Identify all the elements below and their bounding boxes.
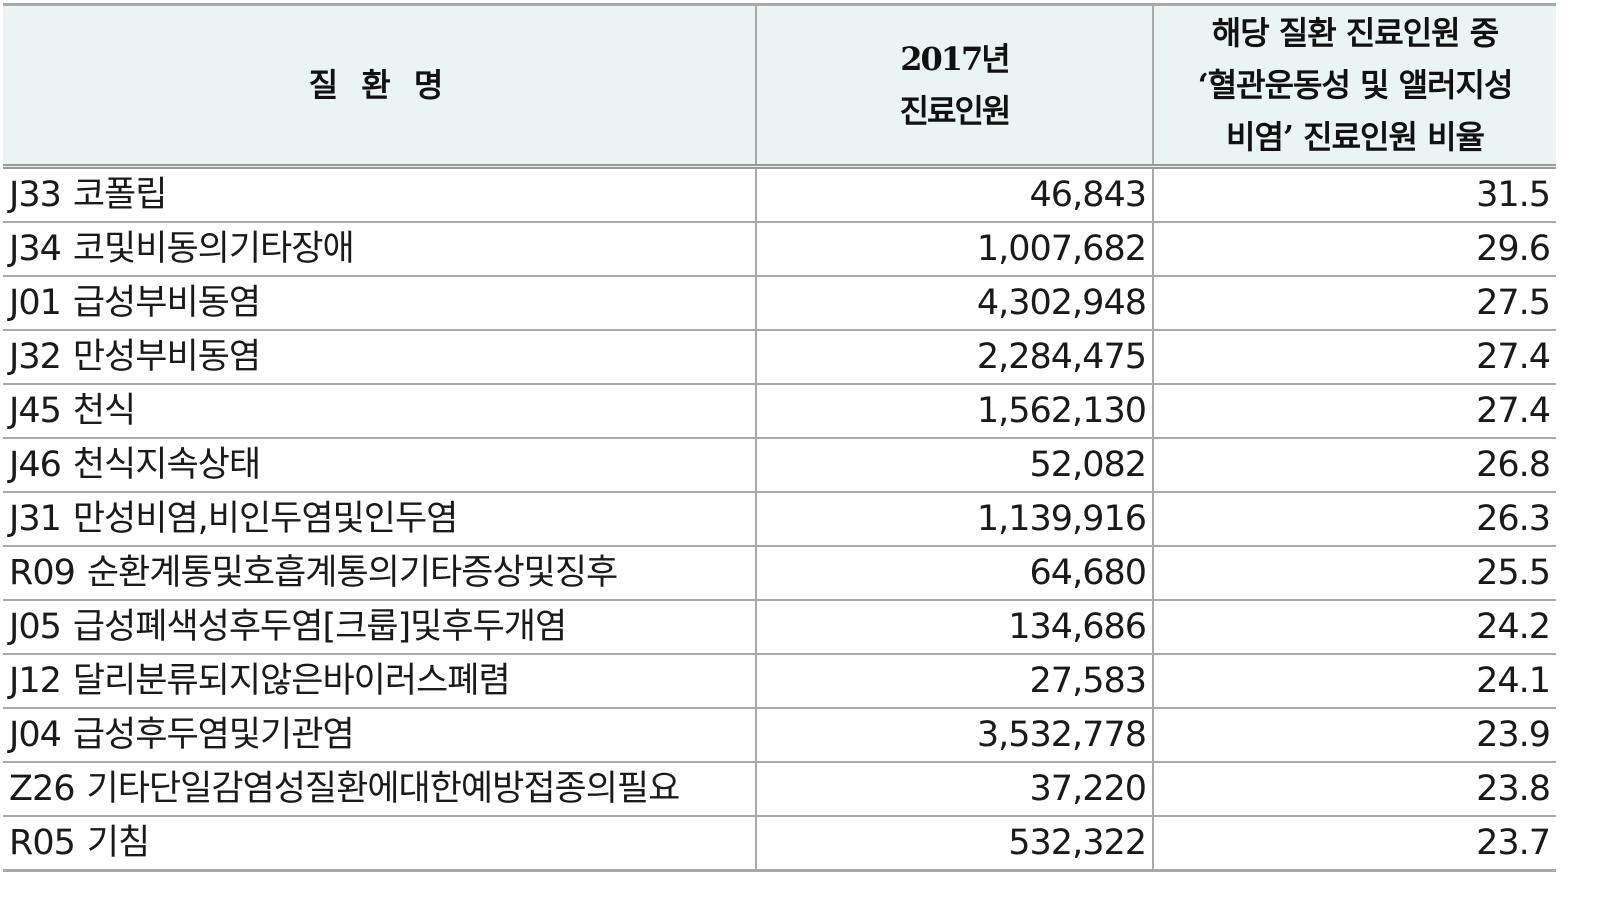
cell-disease: J01 급성부비동염: [3, 276, 756, 331]
disease-name: 급성폐색성후두염[크룹]및후두개염: [72, 607, 567, 647]
disease-code: J04: [9, 715, 62, 755]
disease-code: R05: [9, 823, 76, 863]
cell-ratio: 26.3: [1152, 492, 1556, 547]
table-row: J32 만성부비동염 2,284,475 27.4: [3, 330, 1556, 385]
table-row: R05 기침 532,322 23.7: [3, 816, 1556, 872]
disease-name: 천식: [72, 391, 136, 431]
disease-code: J45: [9, 391, 62, 431]
header-rhinitis-ratio: 해당 질환 진료인원 중 ‘혈관운동성 및 앨러지성 비염’ 진료인원 비율: [1152, 3, 1556, 169]
table-row: J31 만성비염,비인두염및인두염 1,139,916 26.3: [3, 492, 1556, 547]
disease-code: Z26: [9, 769, 76, 809]
disease-code: J01: [9, 283, 62, 323]
table-row: J46 천식지속상태 52,082 26.8: [3, 438, 1556, 493]
disease-code: R09: [9, 553, 76, 593]
table-row: J01 급성부비동염 4,302,948 27.5: [3, 276, 1556, 331]
cell-ratio: 26.8: [1152, 438, 1556, 493]
cell-ratio: 25.5: [1152, 546, 1556, 601]
disease-name: 기타단일감염성질환에대한예방접종의필요: [86, 769, 681, 809]
cell-patients: 52,082: [755, 438, 1153, 493]
cell-disease: J34 코및비동의기타장애: [3, 222, 756, 277]
cell-ratio: 24.2: [1152, 600, 1556, 655]
cell-ratio: 31.5: [1152, 166, 1556, 223]
disease-code: J32: [9, 337, 62, 377]
table-row: J04 급성후두염및기관염 3,532,778 23.9: [3, 708, 1556, 763]
header-disease-name: 질 환 명: [3, 3, 757, 169]
disease-name: 천식지속상태: [72, 445, 261, 485]
disease-name: 순환계통및호흡계통의기타증상및징후: [86, 553, 618, 593]
table-body: J33 코폴립 46,843 31.5 J34 코및비동의기타장애 1,007,682 29.…: [3, 166, 1556, 872]
disease-name: 급성부비동염: [72, 283, 261, 323]
cell-patients: 2,284,475: [755, 330, 1153, 385]
cell-disease: J32 만성부비동염: [3, 330, 756, 385]
disease-name: 급성후두염및기관염: [72, 715, 355, 755]
header-patients-line1: 2017년: [900, 40, 1011, 78]
disease-table-container: 질 환 명 2017년 진료인원 해당 질환 진료인원 중 ‘혈관운동성 및 앨…: [3, 3, 1556, 872]
table-row: J05 급성폐색성후두염[크룹]및후두개염 134,686 24.2: [3, 600, 1556, 655]
cell-patients: 134,686: [755, 600, 1153, 655]
disease-table: 질 환 명 2017년 진료인원 해당 질환 진료인원 중 ‘혈관운동성 및 앨…: [3, 3, 1556, 872]
cell-disease: J46 천식지속상태: [3, 438, 756, 493]
header-ratio-line2: ‘혈관운동성 및 앨러지성: [1197, 66, 1514, 104]
table-row: J45 천식 1,562,130 27.4: [3, 384, 1556, 439]
cell-disease: J04 급성후두염및기관염: [3, 708, 756, 763]
cell-ratio: 27.4: [1152, 330, 1556, 385]
cell-patients: 532,322: [755, 816, 1153, 872]
disease-code: J31: [9, 499, 62, 539]
disease-code: J46: [9, 445, 62, 485]
disease-code: J12: [9, 661, 62, 701]
cell-disease: J31 만성비염,비인두염및인두염: [3, 492, 756, 547]
table-row: J34 코및비동의기타장애 1,007,682 29.6: [3, 222, 1556, 277]
disease-code: J05: [9, 607, 62, 647]
cell-patients: 3,532,778: [755, 708, 1153, 763]
cell-ratio: 27.4: [1152, 384, 1556, 439]
cell-disease: J45 천식: [3, 384, 756, 439]
disease-code: J33: [9, 175, 62, 215]
table-row: R09 순환계통및호흡계통의기타증상및징후 64,680 25.5: [3, 546, 1556, 601]
cell-disease: Z26 기타단일감염성질환에대한예방접종의필요: [3, 762, 756, 817]
cell-disease: J05 급성폐색성후두염[크룹]및후두개염: [3, 600, 756, 655]
table-row: J33 코폴립 46,843 31.5: [3, 166, 1556, 223]
disease-name: 기침: [86, 823, 150, 863]
cell-disease: J12 달리분류되지않은바이러스폐렴: [3, 654, 756, 709]
cell-patients: 1,562,130: [755, 384, 1153, 439]
disease-name: 만성부비동염: [72, 337, 261, 377]
header-patients-2017: 2017년 진료인원: [755, 3, 1154, 169]
cell-patients: 64,680: [755, 546, 1153, 601]
cell-patients: 1,139,916: [755, 492, 1153, 547]
disease-name: 코폴립: [72, 175, 168, 215]
cell-disease: R09 순환계통및호흡계통의기타증상및징후: [3, 546, 756, 601]
cell-ratio: 23.9: [1152, 708, 1556, 763]
cell-patients: 4,302,948: [755, 276, 1153, 331]
cell-disease: J33 코폴립: [3, 166, 756, 223]
cell-patients: 37,220: [755, 762, 1153, 817]
cell-ratio: 29.6: [1152, 222, 1556, 277]
disease-name: 코및비동의기타장애: [72, 229, 355, 269]
header-patients-line2: 진료인원: [899, 92, 1012, 130]
table-row: Z26 기타단일감염성질환에대한예방접종의필요 37,220 23.8: [3, 762, 1556, 817]
cell-patients: 1,007,682: [755, 222, 1153, 277]
cell-ratio: 23.7: [1152, 816, 1556, 872]
cell-ratio: 23.8: [1152, 762, 1556, 817]
header-ratio-line3: 비염’ 진료인원 비율: [1226, 118, 1485, 156]
disease-code: J34: [9, 229, 62, 269]
disease-name: 만성비염,비인두염및인두염: [72, 499, 459, 539]
table-row: J12 달리분류되지않은바이러스폐렴 27,583 24.1: [3, 654, 1556, 709]
header-row: 질 환 명 2017년 진료인원 해당 질환 진료인원 중 ‘혈관운동성 및 앨…: [3, 3, 1556, 169]
header-ratio-line1: 해당 질환 진료인원 중: [1211, 14, 1499, 52]
table-header: 질 환 명 2017년 진료인원 해당 질환 진료인원 중 ‘혈관운동성 및 앨…: [3, 3, 1556, 169]
cell-patients: 46,843: [755, 166, 1153, 223]
disease-name: 달리분류되지않은바이러스폐렴: [72, 661, 511, 701]
cell-disease: R05 기침: [3, 816, 756, 872]
cell-ratio: 27.5: [1152, 276, 1556, 331]
cell-ratio: 24.1: [1152, 654, 1556, 709]
cell-patients: 27,583: [755, 654, 1153, 709]
